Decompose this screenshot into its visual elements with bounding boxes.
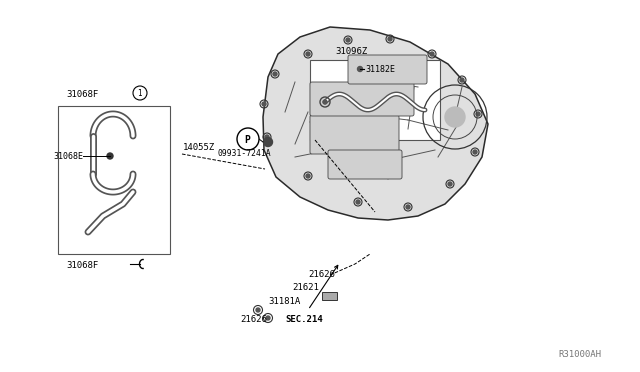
- Text: 14055Z: 14055Z: [183, 143, 215, 152]
- Circle shape: [273, 72, 277, 76]
- Circle shape: [237, 128, 259, 150]
- Text: 1: 1: [137, 89, 141, 98]
- FancyBboxPatch shape: [310, 115, 399, 154]
- Circle shape: [388, 37, 392, 41]
- Circle shape: [323, 100, 327, 104]
- Text: 31068F: 31068F: [66, 261, 99, 270]
- Text: 21626: 21626: [308, 270, 335, 279]
- Circle shape: [445, 107, 465, 127]
- Circle shape: [356, 200, 360, 204]
- Text: R31000AH: R31000AH: [558, 350, 601, 359]
- Text: 21621: 21621: [292, 283, 319, 292]
- Bar: [58, 106, 170, 254]
- Text: 31182E: 31182E: [365, 65, 395, 74]
- Circle shape: [306, 174, 310, 178]
- Polygon shape: [263, 27, 488, 220]
- Text: 31096Z: 31096Z: [335, 47, 367, 56]
- Text: 09931-7241A: 09931-7241A: [218, 149, 271, 158]
- Circle shape: [473, 150, 477, 154]
- Bar: [310, 60, 440, 140]
- Text: SEC.214: SEC.214: [285, 315, 323, 324]
- Circle shape: [406, 205, 410, 209]
- Circle shape: [256, 308, 260, 312]
- Text: 21626: 21626: [240, 315, 267, 324]
- Circle shape: [266, 316, 270, 320]
- Circle shape: [460, 78, 464, 82]
- Circle shape: [476, 112, 480, 116]
- Circle shape: [107, 153, 113, 159]
- FancyBboxPatch shape: [328, 150, 402, 179]
- Circle shape: [306, 52, 310, 56]
- Circle shape: [262, 102, 266, 106]
- Circle shape: [430, 52, 434, 56]
- Circle shape: [448, 182, 452, 186]
- FancyBboxPatch shape: [348, 55, 427, 84]
- Text: 31181A: 31181A: [268, 297, 300, 306]
- Circle shape: [265, 135, 269, 139]
- Text: P: P: [244, 135, 250, 145]
- Text: 31068E: 31068E: [53, 152, 83, 161]
- Circle shape: [358, 67, 362, 71]
- FancyBboxPatch shape: [321, 292, 337, 299]
- Circle shape: [264, 138, 273, 147]
- Circle shape: [346, 38, 350, 42]
- FancyBboxPatch shape: [310, 82, 414, 116]
- Text: 31068F: 31068F: [66, 90, 99, 99]
